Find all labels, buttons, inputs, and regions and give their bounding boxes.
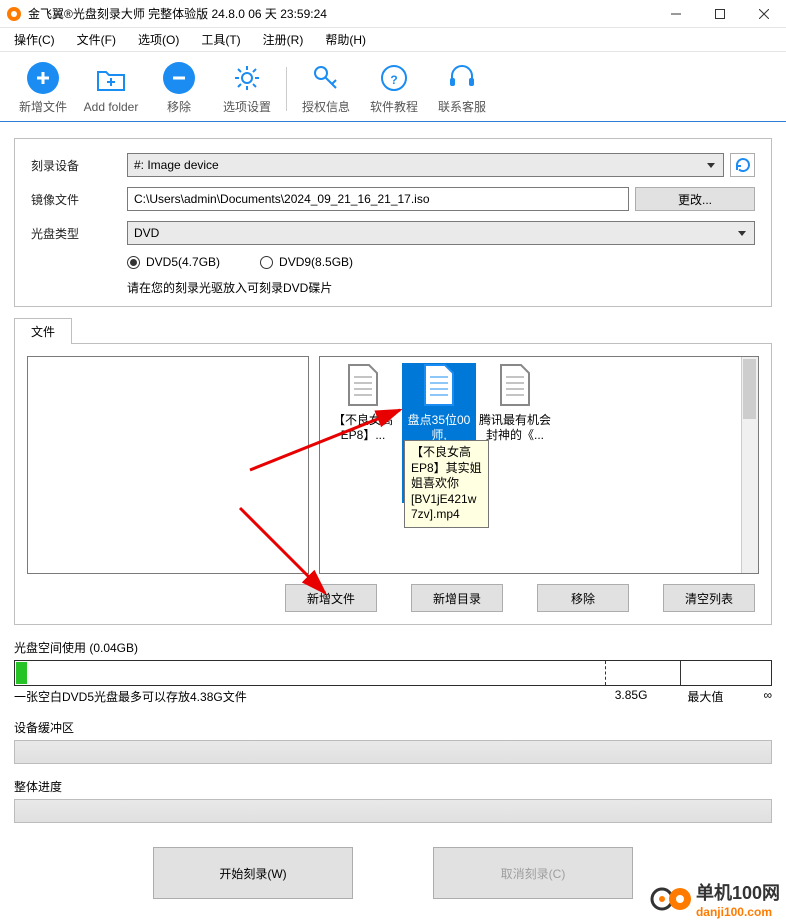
document-icon <box>497 363 533 407</box>
clear-list-button[interactable]: 清空列表 <box>663 584 755 612</box>
usage-bar <box>14 660 772 686</box>
cancel-burn-button[interactable]: 取消刻录(C) <box>433 847 633 899</box>
change-button[interactable]: 更改... <box>635 187 755 211</box>
start-burn-button[interactable]: 开始刻录(W) <box>153 847 353 899</box>
menu-help[interactable]: 帮助(H) <box>319 29 372 50</box>
window-title: 金飞翼®光盘刻录大师 完整体验版 24.8.0 06 天 23:59:24 <box>28 5 654 22</box>
toolbar-new-file[interactable]: 新增文件 <box>12 62 74 115</box>
key-icon <box>310 62 342 94</box>
tab-file[interactable]: 文件 <box>14 318 72 344</box>
add-dir-button[interactable]: 新增目录 <box>411 584 503 612</box>
file-tooltip: 【不良女高 EP8】其实姐 姐喜欢你 [BV1jE421w 7zv].mp4 <box>404 440 489 528</box>
toolbar: 新增文件 Add folder 移除 选项设置 授权信息 ? 软件教程 联系客服 <box>0 52 786 122</box>
minimize-button[interactable] <box>654 0 698 28</box>
remove-file-button[interactable]: 移除 <box>537 584 629 612</box>
menu-tools[interactable]: 工具(T) <box>195 29 246 50</box>
menu-bar: 操作(C) 文件(F) 选项(O) 工具(T) 注册(R) 帮助(H) <box>0 28 786 52</box>
watermark: 单机100网 danji100.com <box>650 879 780 919</box>
toolbar-tutorial[interactable]: ? 软件教程 <box>363 62 425 115</box>
file-tabs: 文件 【不良女高EP8】... 盘点35位00 师, 更爱 <box>14 317 772 625</box>
insert-disc-hint: 请在您的刻录光驱放入可刻录DVD碟片 <box>127 279 332 296</box>
progress-bar <box>14 799 772 823</box>
progress-section: 整体进度 <box>14 778 772 823</box>
refresh-button[interactable] <box>730 153 755 177</box>
document-icon <box>345 363 381 407</box>
gear-icon <box>231 62 263 94</box>
refresh-icon <box>735 157 751 173</box>
toolbar-add-folder[interactable]: Add folder <box>80 64 142 114</box>
image-label: 镜像文件 <box>31 191 127 208</box>
file-item-3[interactable]: 腾讯最有机会封神的《... <box>478 363 552 503</box>
buffer-bar <box>14 740 772 764</box>
menu-options[interactable]: 选项(O) <box>132 29 185 50</box>
buffer-section: 设备缓冲区 <box>14 719 772 764</box>
device-combo[interactable]: #: Image device <box>127 153 724 177</box>
disc-type-combo[interactable]: DVD <box>127 221 755 245</box>
toolbar-auth[interactable]: 授权信息 <box>295 62 357 115</box>
dvd9-radio[interactable]: DVD9(8.5GB) <box>260 255 353 269</box>
usage-note: 一张空白DVD5光盘最多可以存放4.38G文件 <box>14 688 247 705</box>
device-label: 刻录设备 <box>31 157 127 174</box>
help-icon: ? <box>378 62 410 94</box>
toolbar-separator <box>286 67 287 111</box>
plus-icon <box>27 62 59 94</box>
file-item-1[interactable]: 【不良女高EP8】... <box>326 363 400 503</box>
headset-icon <box>446 62 478 94</box>
maximize-button[interactable] <box>698 0 742 28</box>
dvd5-radio[interactable]: DVD5(4.7GB) <box>127 255 220 269</box>
menu-operate[interactable]: 操作(C) <box>8 29 61 50</box>
svg-text:?: ? <box>390 73 397 87</box>
settings-panel: 刻录设备 #: Image device 镜像文件 更改... 光盘类型 DVD… <box>14 138 772 307</box>
menu-file[interactable]: 文件(F) <box>71 29 122 50</box>
type-label: 光盘类型 <box>31 225 127 242</box>
scrollbar[interactable] <box>741 357 758 573</box>
folder-plus-icon <box>95 64 127 96</box>
title-bar: 金飞翼®光盘刻录大师 完整体验版 24.8.0 06 天 23:59:24 <box>0 0 786 28</box>
minus-icon <box>163 62 195 94</box>
toolbar-support[interactable]: 联系客服 <box>431 62 493 115</box>
watermark-logo-icon <box>650 886 692 912</box>
close-button[interactable] <box>742 0 786 28</box>
usage-label: 光盘空间使用 (0.04GB) <box>14 639 772 656</box>
app-icon <box>6 6 22 22</box>
disc-usage-section: 光盘空间使用 (0.04GB) 一张空白DVD5光盘最多可以存放4.38G文件 … <box>14 639 772 705</box>
toolbar-remove[interactable]: 移除 <box>148 62 210 115</box>
image-path-input[interactable] <box>127 187 629 211</box>
toolbar-options[interactable]: 选项设置 <box>216 62 278 115</box>
add-file-button[interactable]: 新增文件 <box>285 584 377 612</box>
document-icon <box>421 363 457 407</box>
folder-tree[interactable] <box>27 356 309 574</box>
menu-register[interactable]: 注册(R) <box>257 29 310 50</box>
file-list[interactable]: 【不良女高EP8】... 盘点35位00 师, 更爱 了 eHef np4 <box>319 356 759 574</box>
